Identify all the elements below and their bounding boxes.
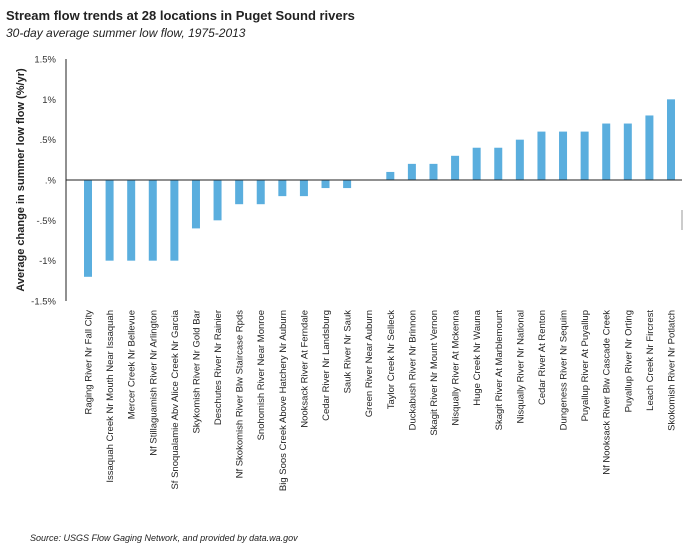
bar [602,123,611,180]
y-tick-label: -1.5% [31,297,56,308]
x-tick-label: Skykomish River Nr Gold Bar [191,310,202,434]
x-tick-label: Leach Creek Nr Fircrest [645,310,656,411]
bar [580,131,589,180]
x-tick-label: Skagit River At Marblemount [494,310,505,431]
x-tick-label: Nisqually River At Mckenna [451,309,462,425]
bar [148,180,157,261]
bar [386,171,395,180]
bar [645,115,654,180]
x-tick-label: Sf Snoqualamie Abv Alice Creek Nr Garcia [170,309,181,489]
chart-subtitle: 30-day average summer low flow, 1975-201… [6,26,246,40]
chart-title: Stream flow trends at 28 locations in Pu… [6,8,355,23]
x-tick-label: Raging River Nr Fall City [84,310,95,415]
x-tick-label: Mercer Creek Nr Bellevue [127,310,138,419]
x-tick-label: Green River Near Auburn [364,310,375,417]
bar [537,131,546,180]
x-tick-label: Dungeness River Nr Sequim [559,310,570,430]
bar [407,163,416,180]
x-tick-label: Taylor Creek Nr Selleck [386,310,397,409]
x-tick-label: Deschutes River Nr Rainier [213,310,224,425]
x-tick-label: Skagit River Nr Mount Vernon [429,310,440,436]
x-tick-label: Nf Nooksack River Blw Cascade Creek [602,310,613,475]
y-tick-label: 1% [42,95,56,106]
bar [213,180,222,221]
x-tick-label: Snohomish River Near Monroe [256,310,267,440]
bar [559,131,568,180]
x-tick-label: Puyallup River At Puyallup [580,310,591,421]
bar [170,180,179,261]
bar [321,180,330,189]
bar [667,99,675,180]
x-tick-label: Cedar River At Renton [537,310,548,405]
bar [472,147,481,180]
x-tick-label: Nf Skokomish River Blw Staircase Rpds [235,310,246,479]
bar [451,155,460,180]
bar [256,180,265,205]
bar [623,123,632,180]
bar [84,180,92,277]
y-tick-labels: 1.5% 1% .5%.% -.5% -1% -1.5% [31,55,56,308]
x-tick-label: Nisqually River Nr National [515,310,526,424]
x-tick-labels: Raging River Nr Fall City Issaquah Creek … [84,309,678,491]
bar [191,180,200,229]
x-tick-label: Big Soos Creek Above Hatchery Nr Auburn [278,310,289,491]
x-tick-label: Puyallup River Nr Orting [623,310,634,412]
bar [343,180,352,189]
bars [84,99,675,277]
x-tick-label: Sauk River Nr Sauk [343,310,354,394]
bar [429,163,438,180]
axes [65,59,683,301]
y-tick-label: .5% [40,135,57,146]
bar [299,180,308,197]
y-tick-label: -.5% [36,216,56,227]
x-tick-label: Nf Stillaguamish River Nr Arlington [148,310,159,456]
bar [127,180,136,261]
bar [278,180,287,197]
bar [105,180,114,261]
x-tick-label: Nooksack River At Ferndale [299,310,310,428]
x-tick-label: Huge Creek Nr Wauna [472,309,483,405]
bar [235,180,244,205]
y-tick-label: 1.5% [34,55,56,66]
y-tick-label: -1% [39,256,56,267]
x-tick-label: Duckabush River Nr Brinnon [407,310,418,430]
x-tick-label: Cedar River Nr Landsburg [321,310,332,421]
x-tick-label: Skokomish River Nr Potlatch [667,310,678,431]
y-axis-label-group: Average change in summer low flow (%/yr) [15,68,27,292]
bar [515,139,524,180]
x-tick-label: Issaquah Creek Nr Mouth Near Issaquah [105,310,116,483]
y-tick-label: .% [45,176,57,187]
y-axis-label: Average change in summer low flow (%/yr) [15,68,27,292]
source-note: Source: USGS Flow Gaging Network, and pr… [30,533,298,543]
bar [494,147,503,180]
